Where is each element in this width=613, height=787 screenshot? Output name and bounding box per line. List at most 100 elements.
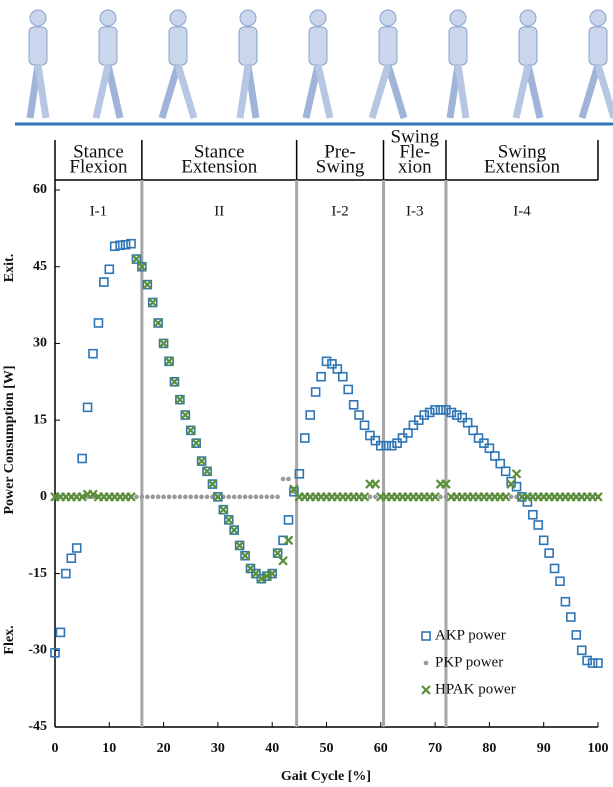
y-tick-label: -30	[28, 643, 47, 658]
figure-leg	[318, 65, 330, 118]
pkp-marker	[150, 495, 155, 500]
akp-marker	[328, 360, 336, 368]
akp-marker	[583, 657, 591, 665]
pkp-marker	[373, 495, 378, 500]
figure-body	[379, 27, 397, 65]
figure-leg	[458, 65, 466, 118]
region-label: I-4	[513, 203, 531, 219]
figure-head	[30, 10, 46, 26]
pkp-marker	[145, 495, 150, 500]
hpak-marker	[241, 552, 249, 560]
x-tick-label: 90	[537, 741, 551, 756]
akp-marker	[567, 613, 575, 621]
figure-body	[239, 27, 257, 65]
akp-marker	[469, 426, 477, 434]
akp-marker	[333, 365, 341, 373]
figure-body	[99, 27, 117, 65]
akp-marker	[339, 373, 347, 381]
akp-marker	[84, 403, 92, 411]
akp-marker	[388, 442, 396, 450]
akp-marker	[323, 357, 331, 365]
pkp-marker	[178, 495, 183, 500]
hpak-marker	[236, 541, 244, 549]
x-tick-label: 10	[102, 741, 116, 756]
legend-label: AKP power	[435, 627, 506, 643]
pkp-marker	[254, 495, 259, 500]
hpak-marker	[513, 470, 521, 478]
pkp-marker	[286, 477, 291, 482]
pkp-marker	[259, 495, 264, 500]
figure-body	[449, 27, 467, 65]
y-tick-label: 0	[40, 489, 47, 504]
hpak-marker	[198, 457, 206, 465]
pkp-marker	[264, 495, 269, 500]
akp-marker	[578, 646, 586, 654]
akp-marker	[393, 439, 401, 447]
akp-marker	[89, 350, 97, 358]
phase-label: xion	[398, 156, 432, 177]
akp-marker	[301, 434, 309, 442]
akp-marker	[317, 373, 325, 381]
phase-label: Flexion	[69, 156, 128, 177]
pkp-marker	[237, 495, 242, 500]
akp-marker	[73, 544, 81, 552]
akp-marker	[594, 659, 602, 667]
akp-marker	[404, 429, 412, 437]
akp-marker	[422, 632, 430, 640]
x-tick-label: 30	[211, 741, 225, 756]
hpak-marker	[274, 549, 282, 557]
akp-marker	[464, 419, 472, 427]
akp-marker	[431, 406, 439, 414]
akp-marker	[572, 631, 580, 639]
hpak-marker	[361, 493, 369, 501]
akp-marker	[589, 659, 597, 667]
x-tick-label: 50	[320, 741, 334, 756]
pkp-marker	[270, 495, 275, 500]
akp-marker	[415, 416, 423, 424]
hpak-marker	[160, 339, 168, 347]
figure-head	[170, 10, 186, 26]
hpak-marker	[132, 255, 140, 263]
akp-marker	[355, 411, 363, 419]
akp-marker	[361, 421, 369, 429]
pkp-marker	[183, 495, 188, 500]
pkp-marker	[188, 495, 193, 500]
y-axis-title: Power Consumption [W]	[2, 365, 17, 514]
figure-head	[240, 10, 256, 26]
akp-marker	[529, 511, 537, 519]
walking-figures	[29, 10, 613, 118]
akp-marker	[496, 460, 504, 468]
region-label: I-1	[90, 203, 108, 219]
legend-label: PKP power	[435, 654, 503, 670]
akp-marker	[62, 570, 70, 578]
hpak-marker	[225, 516, 233, 524]
hpak-marker	[149, 299, 157, 307]
phase-label: Extension	[181, 156, 257, 177]
figure-head	[450, 10, 466, 26]
x-tick-label: 20	[157, 741, 171, 756]
figure-leg	[162, 65, 178, 118]
akp-marker	[409, 421, 417, 429]
akp-marker	[344, 385, 352, 393]
region-label: I-3	[406, 203, 424, 219]
akp-marker	[556, 577, 564, 585]
akp-marker	[306, 411, 314, 419]
hpak-marker	[187, 426, 195, 434]
akp-marker	[534, 521, 542, 529]
akp-marker	[350, 401, 358, 409]
hpak-marker	[371, 480, 379, 488]
pkp-marker	[424, 661, 429, 666]
akp-marker	[480, 439, 488, 447]
hpak-marker	[284, 536, 292, 544]
akp-marker	[78, 455, 86, 463]
hpak-marker	[208, 480, 216, 488]
y-tick-label: 30	[33, 336, 47, 351]
pkp-marker	[205, 495, 210, 500]
akp-marker	[437, 406, 445, 414]
figure-leg	[528, 65, 540, 118]
chart: Gait Cycle [%] Power Consumption [W] Exi…	[0, 0, 613, 787]
y-tick-label: 60	[33, 182, 47, 197]
figure-leg	[108, 65, 120, 118]
akp-marker	[426, 408, 434, 416]
figure-leg	[516, 65, 528, 118]
